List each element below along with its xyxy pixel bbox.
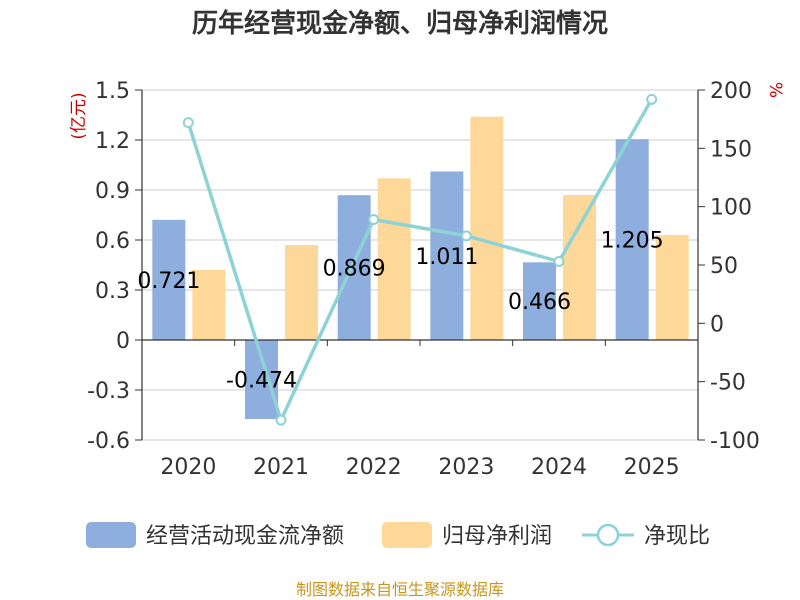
- right-tick-label: 50: [710, 254, 738, 279]
- bar-net-profit-2024: [563, 195, 596, 340]
- x-tick-label: 2021: [253, 455, 309, 480]
- data-label-cashflow-2024: 0.466: [508, 290, 571, 315]
- left-tick-label: 0.9: [95, 179, 130, 204]
- axes: [135, 89, 705, 441]
- ratio-point-2025: [646, 93, 658, 105]
- left-axis-unit: (亿元): [69, 92, 89, 139]
- tick-labels: 1.5 1.2 0.9 0.6 0.3 0 -0.3 -0.6 200 150 100 50 0 -50 -…: [87, 79, 760, 480]
- legend-label-ratio: 净现比: [644, 524, 710, 549]
- legend-swatch-net-profit: [382, 522, 432, 548]
- bar-cashflow-2024: [523, 262, 556, 340]
- right-tick-label: 100: [710, 196, 752, 221]
- bar-cashflow-2022: [337, 195, 371, 340]
- left-tick-label: 0: [116, 329, 130, 354]
- bar-series: [152, 116, 689, 419]
- legend-label-cashflow: 经营活动现金流净额: [146, 524, 344, 549]
- right-tick-label: 200: [710, 79, 752, 104]
- x-tick-label: 2022: [346, 455, 402, 480]
- left-tick-label: 1.2: [95, 129, 130, 154]
- data-label-cashflow-2022: 0.869: [323, 257, 386, 282]
- right-tick-label: -50: [710, 371, 746, 396]
- x-tick-label: 2024: [531, 455, 587, 480]
- data-label-cashflow-2025: 1.205: [601, 229, 664, 254]
- data-source: 制图数据来自恒生聚源数据库: [296, 580, 504, 599]
- data-label-cashflow-2020: 0.721: [137, 269, 200, 294]
- left-tick-label: -0.6: [87, 429, 130, 454]
- bar-cashflow-2020: [152, 219, 186, 340]
- bar-cashflow-2025: [615, 139, 649, 340]
- left-tick-label: 1.5: [95, 79, 130, 104]
- left-tick-label: 0.3: [95, 279, 130, 304]
- bar-net-profit-2021: [285, 245, 318, 340]
- gridlines: [142, 89, 698, 441]
- ratio-line: [186, 98, 654, 422]
- x-tick-label: 2023: [438, 455, 494, 480]
- ratio-point-2023: [460, 230, 472, 242]
- right-tick-label: 0: [710, 312, 724, 337]
- bar-net-profit-2020: [192, 270, 226, 340]
- data-labels: 0.721 -0.474 0.869 1.011 0.466 1.205: [137, 229, 663, 394]
- data-label-cashflow-2021: -0.474: [226, 369, 297, 394]
- chart-title: 历年经营现金净额、归母净利润情况: [192, 8, 608, 39]
- x-tick-label: 2020: [160, 455, 216, 480]
- legend-label-net-profit: 归母净利润: [442, 524, 552, 549]
- line-series: [182, 93, 658, 426]
- ratio-point-2021: [275, 414, 287, 426]
- right-tick-label: 150: [710, 137, 752, 162]
- bar-cashflow-2023: [430, 171, 464, 340]
- legend: 经营活动现金流净额 归母净利润 净现比: [86, 522, 710, 549]
- left-tick-label: 0.6: [95, 229, 130, 254]
- bar-net-profit-2025: [655, 235, 689, 340]
- ratio-point-2022: [368, 214, 380, 225]
- x-tick-label: 2025: [624, 455, 680, 480]
- bar-net-profit-2023: [470, 116, 504, 341]
- right-tick-label: -100: [710, 429, 760, 454]
- left-tick-label: -0.3: [87, 379, 130, 404]
- data-label-cashflow-2023: 1.011: [415, 245, 478, 270]
- legend-swatch-cashflow: [86, 522, 136, 548]
- ratio-point-2020: [182, 117, 194, 129]
- right-axis-unit: %: [765, 82, 785, 98]
- bar-net-profit-2022: [377, 178, 411, 340]
- legend-marker-ratio: [596, 523, 620, 547]
- ratio-point-2024: [553, 256, 565, 267]
